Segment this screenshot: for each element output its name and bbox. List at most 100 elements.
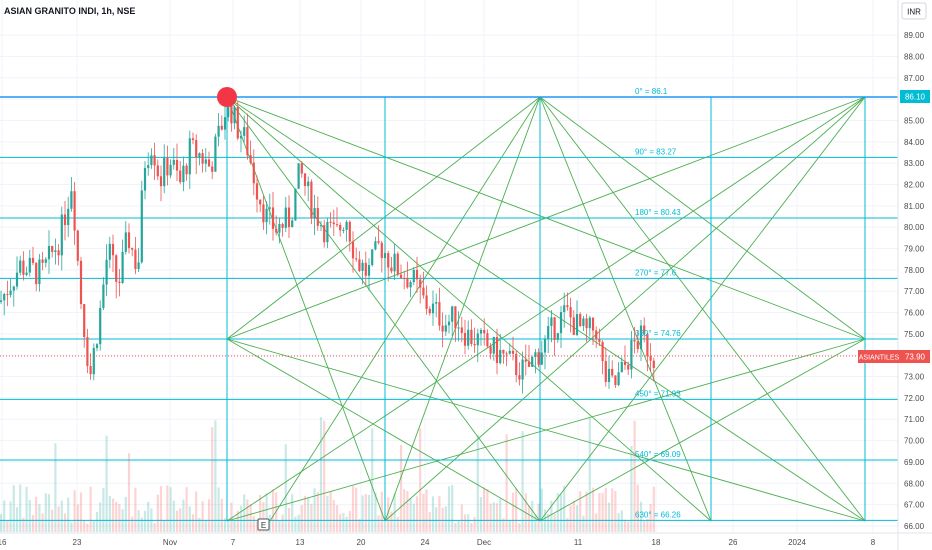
candle-body <box>118 281 121 284</box>
volume-bar <box>297 514 300 532</box>
y-tick-label: 71.00 <box>904 415 925 424</box>
pivot-marker[interactable] <box>217 87 237 107</box>
volume-bar <box>460 504 463 532</box>
volume-bar <box>233 520 236 532</box>
volume-bar <box>137 510 140 532</box>
candle-body <box>121 251 124 284</box>
volume-bar <box>278 520 281 532</box>
volume-bar <box>444 506 447 532</box>
x-tick-label: 8 <box>871 538 876 547</box>
volume-bar <box>0 514 3 532</box>
candle-body <box>191 138 195 141</box>
candle-body <box>358 259 361 271</box>
volume-bar <box>345 516 348 532</box>
candle-body <box>457 327 460 329</box>
candle-body <box>204 159 207 164</box>
candle-body <box>467 329 470 346</box>
candle-body <box>310 181 313 219</box>
candle-body <box>428 308 431 314</box>
x-tick-label: Nov <box>163 538 177 547</box>
candle-body <box>41 259 44 263</box>
volume-bar <box>371 428 374 532</box>
candle-body <box>371 249 374 266</box>
candle-body <box>198 153 201 158</box>
last-price-text: 73.90 <box>905 353 926 362</box>
candle-body <box>620 361 623 373</box>
candle-body <box>12 286 15 291</box>
candle-body <box>95 344 99 349</box>
volume-bar <box>569 505 572 532</box>
volume-bar <box>575 505 579 532</box>
gann-fan-line <box>226 96 541 522</box>
candle-body <box>332 222 335 225</box>
candle-body <box>115 255 118 282</box>
candle-body <box>182 165 185 183</box>
candle-body <box>393 253 396 272</box>
candle-body <box>623 361 627 365</box>
candle-body <box>518 375 521 380</box>
candle-body <box>476 333 479 346</box>
volume-bar <box>73 490 76 532</box>
volume-bar <box>547 513 550 532</box>
candle-body <box>25 272 28 275</box>
candle-body <box>342 229 345 231</box>
volume-bar <box>35 496 38 532</box>
candle-body <box>639 325 643 350</box>
candle-body <box>566 305 569 308</box>
volume-bar <box>633 420 636 532</box>
y-tick-label: 83.00 <box>904 159 925 168</box>
volume-bar <box>217 487 220 532</box>
volume-bar <box>102 488 105 532</box>
y-tick-label: 80.00 <box>904 223 925 232</box>
candle-body <box>326 221 329 243</box>
volume-bar <box>12 485 15 532</box>
volume-bar <box>265 493 268 532</box>
event-marker[interactable] <box>257 518 270 531</box>
gann-level-label: 270° = 77.6 <box>635 268 677 277</box>
candle-body <box>399 274 403 278</box>
candle-body <box>444 325 447 332</box>
x-tick-label: 18 <box>652 538 661 547</box>
volume-bar <box>342 512 345 532</box>
candle-body <box>588 317 591 329</box>
volume-bar <box>489 503 492 532</box>
candle-body <box>415 269 419 280</box>
y-tick-label: 84.00 <box>904 138 925 147</box>
time-scale[interactable]: 1623Nov7132024Dec11182620248 <box>0 538 876 547</box>
volume-bar <box>220 498 223 532</box>
candle-body <box>63 214 67 226</box>
candle-body <box>99 307 102 345</box>
candle-body <box>211 166 214 172</box>
volume-bar <box>348 510 351 532</box>
volume-bar <box>614 490 617 532</box>
candle-body <box>438 302 441 326</box>
candle-body <box>406 278 409 288</box>
y-tick-label: 82.00 <box>904 180 925 189</box>
candle-body <box>515 353 518 376</box>
volume-bar <box>92 520 95 532</box>
volume-bar <box>457 520 460 532</box>
volume-bar <box>377 515 380 532</box>
currency-button[interactable] <box>901 2 927 20</box>
volume-bar <box>499 498 502 532</box>
volume-bar <box>479 497 483 532</box>
volume-bar <box>332 500 335 532</box>
volume-bar <box>447 486 451 532</box>
candle-body <box>9 290 12 295</box>
volume-bar <box>182 499 185 532</box>
candle-body <box>307 181 310 187</box>
volume-bar <box>313 488 316 532</box>
currency-label: INR <box>907 8 921 17</box>
volume-bar <box>527 505 531 532</box>
candle-body <box>111 243 115 256</box>
candle-body <box>527 361 531 367</box>
candle-body <box>201 153 204 164</box>
candle-body <box>300 163 303 174</box>
volume-bar <box>451 485 454 532</box>
volume-bar <box>639 501 643 532</box>
volume-bar <box>428 512 431 532</box>
candle-body <box>255 183 259 200</box>
candle-body <box>166 157 169 176</box>
x-tick-label: 24 <box>421 538 430 547</box>
